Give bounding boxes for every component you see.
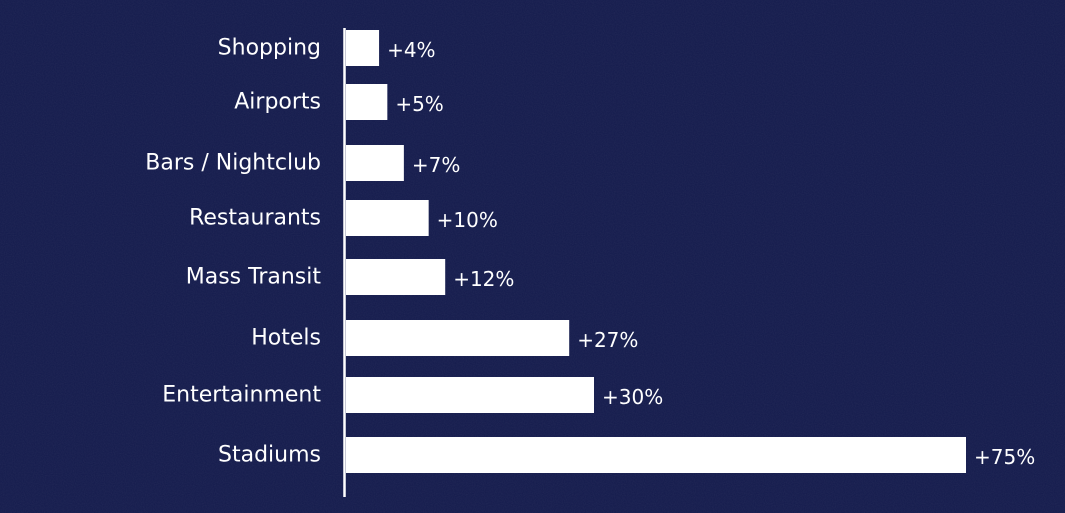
value-label-6: +30% <box>602 385 663 409</box>
category-label-4: Mass Transit <box>186 265 322 290</box>
category-label-3: Restaurants <box>189 206 321 231</box>
value-label-1: +5% <box>395 92 444 116</box>
bar-7 <box>346 437 966 473</box>
bar-4 <box>346 259 446 295</box>
category-label-5: Hotels <box>251 326 321 351</box>
value-label-5: +27% <box>577 328 638 352</box>
category-label-7: Stadiums <box>218 443 321 468</box>
category-label-6: Entertainment <box>162 383 321 408</box>
value-label-3: +10% <box>437 208 498 232</box>
value-label-4: +12% <box>453 267 514 291</box>
bar-0 <box>346 30 380 66</box>
bar-6 <box>346 377 594 413</box>
bar-2 <box>346 145 404 181</box>
bar-3 <box>346 200 429 236</box>
value-label-2: +7% <box>412 153 461 177</box>
category-label-2: Bars / Nightclub <box>145 151 321 176</box>
bar-1 <box>346 84 388 120</box>
category-label-1: Airports <box>234 90 321 115</box>
value-label-7: +75% <box>974 445 1035 469</box>
category-label-0: Shopping <box>218 36 321 61</box>
bar-5 <box>346 320 570 356</box>
value-label-0: +4% <box>387 38 436 62</box>
